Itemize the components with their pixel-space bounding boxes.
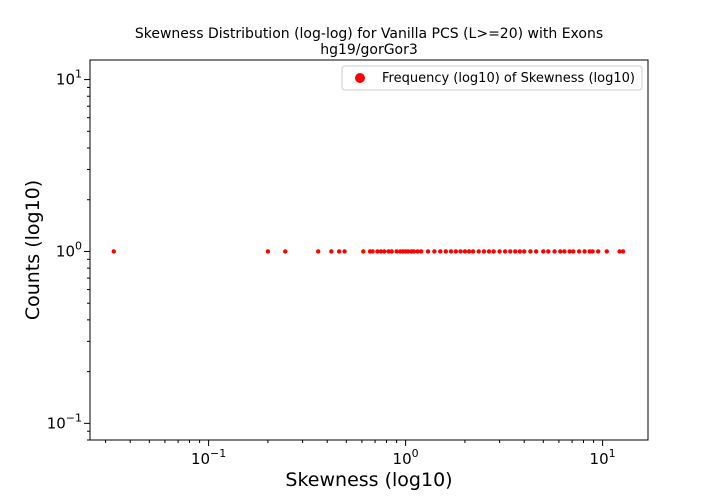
- data-point: [283, 249, 288, 254]
- data-point: [458, 249, 463, 254]
- data-point: [265, 249, 271, 254]
- y-axis-label: Counts (log10): [22, 180, 44, 320]
- x-tick-label: 101: [590, 447, 616, 468]
- x-axis-ticks: 10−1 100 101: [105, 440, 616, 468]
- data-point: [432, 249, 437, 254]
- scatter-points: [111, 249, 626, 254]
- data-point: [394, 249, 399, 254]
- data-point: [604, 249, 609, 254]
- data-point: [476, 249, 481, 254]
- x-axis-label: Skewness (log10): [285, 469, 452, 491]
- data-point: [571, 249, 576, 254]
- legend-box: [341, 65, 643, 91]
- data-point: [558, 249, 563, 254]
- y-tick-label: 100: [56, 239, 82, 260]
- legend: Frequency (log10) of Skewness (log10): [341, 65, 643, 91]
- y-tick-label-exponent: −1: [66, 411, 82, 424]
- data-point: [411, 249, 416, 254]
- data-point: [370, 249, 375, 254]
- data-point: [533, 249, 539, 254]
- data-point: [466, 249, 472, 254]
- data-point: [443, 249, 449, 254]
- data-point: [517, 249, 523, 254]
- data-point: [419, 249, 424, 254]
- data-point: [382, 249, 387, 254]
- y-tick-label-exponent: 1: [75, 68, 82, 81]
- legend-label: Frequency (log10) of Skewness (log10): [382, 71, 635, 86]
- data-point: [425, 249, 431, 254]
- data-point: [375, 249, 380, 254]
- data-point: [329, 249, 334, 254]
- data-point: [508, 249, 513, 254]
- y-tick-label-base: 10: [56, 242, 75, 260]
- data-point: [590, 249, 595, 254]
- y-tick-label-exponent: 0: [75, 239, 82, 252]
- data-point: [596, 249, 601, 254]
- data-point: [415, 249, 420, 254]
- y-tick-label-base: 10: [56, 71, 75, 89]
- data-point: [438, 249, 443, 254]
- data-point: [617, 249, 622, 254]
- data-point: [620, 249, 626, 254]
- legend-marker: [355, 73, 365, 83]
- x-tick-label: 100: [393, 447, 419, 468]
- data-point: [336, 249, 342, 254]
- data-point: [462, 249, 468, 254]
- data-point: [315, 249, 321, 254]
- data-point: [361, 249, 366, 254]
- data-point: [111, 249, 116, 254]
- data-point: [386, 249, 391, 254]
- y-tick-label: 101: [56, 68, 82, 89]
- data-point: [491, 249, 496, 254]
- y-tick-label: 10−1: [47, 411, 82, 432]
- data-point: [567, 249, 572, 254]
- data-point: [512, 249, 518, 254]
- chart-title: Skewness Distribution (log-log) for Vani…: [135, 26, 603, 42]
- data-point: [481, 249, 487, 254]
- data-point: [497, 249, 502, 254]
- data-point: [528, 249, 533, 254]
- x-tick-label-base: 10: [590, 450, 609, 468]
- data-point: [562, 249, 567, 254]
- data-point: [378, 249, 384, 254]
- x-tick-label-exponent: 1: [609, 447, 616, 460]
- x-tick-label-exponent: 0: [412, 447, 419, 460]
- data-point: [448, 249, 454, 254]
- data-point: [582, 249, 587, 254]
- data-point: [552, 249, 557, 254]
- data-point: [541, 249, 546, 254]
- x-tick-label-base: 10: [191, 450, 210, 468]
- x-tick-label-base: 10: [393, 450, 412, 468]
- chart-subtitle: hg19/gorGor3: [320, 42, 418, 58]
- data-point: [522, 249, 527, 254]
- data-point: [576, 249, 582, 254]
- data-point: [389, 249, 394, 254]
- y-tick-label-base: 10: [47, 414, 66, 432]
- data-point: [470, 249, 476, 254]
- data-point: [546, 249, 551, 254]
- x-tick-label: 10−1: [191, 447, 226, 468]
- x-tick-label-exponent: −1: [210, 447, 226, 460]
- data-point: [405, 249, 411, 254]
- data-point: [502, 249, 508, 254]
- data-point: [342, 249, 347, 254]
- data-point: [453, 249, 459, 254]
- data-point: [486, 249, 492, 254]
